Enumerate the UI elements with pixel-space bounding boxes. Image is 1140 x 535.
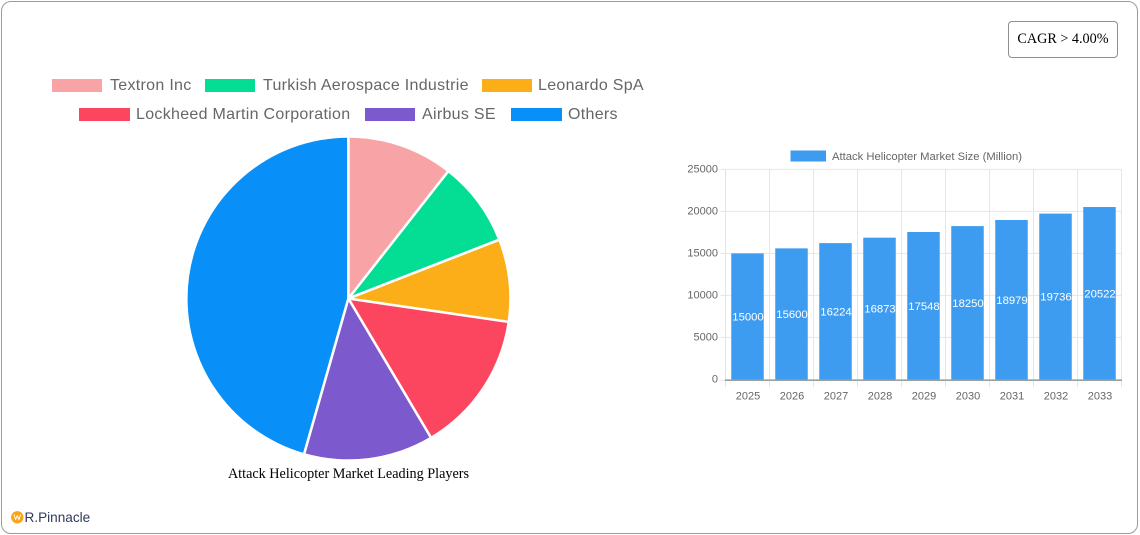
svg-text:10000: 10000 xyxy=(687,290,718,302)
svg-text:2031: 2031 xyxy=(1000,391,1024,403)
svg-text:2029: 2029 xyxy=(912,391,936,403)
svg-text:15000: 15000 xyxy=(732,312,763,324)
svg-text:2030: 2030 xyxy=(956,391,980,403)
svg-text:25000: 25000 xyxy=(687,164,718,176)
svg-text:2028: 2028 xyxy=(868,391,892,403)
svg-text:20522: 20522 xyxy=(1084,288,1115,300)
svg-text:2025: 2025 xyxy=(736,391,760,403)
svg-text:5000: 5000 xyxy=(694,332,718,344)
svg-text:18979: 18979 xyxy=(996,295,1027,307)
svg-text:19736: 19736 xyxy=(1040,292,1071,304)
svg-text:Attack Helicopter Market Size: Attack Helicopter Market Size (Million) xyxy=(832,151,1022,163)
svg-text:2033: 2033 xyxy=(1088,391,1112,403)
svg-text:16224: 16224 xyxy=(820,307,851,319)
svg-text:15600: 15600 xyxy=(776,309,807,321)
svg-text:18250: 18250 xyxy=(952,298,983,310)
svg-text:16873: 16873 xyxy=(864,304,895,316)
svg-text:2026: 2026 xyxy=(780,391,804,403)
svg-text:20000: 20000 xyxy=(687,206,718,218)
svg-text:2032: 2032 xyxy=(1044,391,1068,403)
svg-text:2027: 2027 xyxy=(824,391,848,403)
svg-text:15000: 15000 xyxy=(687,248,718,260)
svg-text:17548: 17548 xyxy=(908,301,939,313)
svg-text:0: 0 xyxy=(712,374,718,386)
